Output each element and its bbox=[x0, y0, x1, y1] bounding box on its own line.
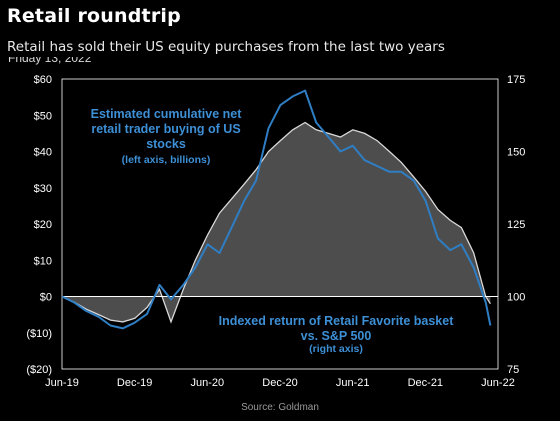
left-axis-tick-label: $10 bbox=[34, 255, 52, 267]
x-axis-tick-label: Dec-20 bbox=[262, 377, 297, 389]
left-axis-tick-label: $50 bbox=[34, 110, 52, 122]
left-axis-tick-label: $40 bbox=[34, 147, 52, 159]
left-axis-tick-label: $60 bbox=[34, 74, 52, 86]
chart-title: Retail roundtrip bbox=[7, 5, 181, 27]
left-axis-tick-label: ($10) bbox=[26, 328, 52, 340]
x-axis-tick-label: Jun-22 bbox=[481, 377, 515, 389]
x-axis-tick-label: Jun-20 bbox=[191, 377, 225, 389]
right-axis-tick-label: 150 bbox=[507, 147, 525, 159]
chart-subtitle: Retail has sold their US equity purchase… bbox=[7, 39, 445, 55]
annotation-line: Indexed return of Retail Favorite basket bbox=[219, 314, 455, 328]
annotation-sub: (right axis) bbox=[309, 343, 363, 355]
date-stub-text: Friday 13, 2022 bbox=[8, 57, 92, 65]
x-axis-tick-label: Dec-21 bbox=[408, 377, 443, 389]
x-axis-tick-label: Jun-21 bbox=[336, 377, 370, 389]
left-axis-tick-label: ($20) bbox=[26, 364, 52, 376]
right-axis-tick-label: 75 bbox=[507, 364, 519, 376]
left-axis-tick-label: $0 bbox=[40, 292, 52, 304]
annotation-line: stocks bbox=[146, 137, 186, 151]
annotation-line: retail trader buying of US bbox=[91, 122, 240, 136]
date-stub: Friday 13, 2022 bbox=[8, 57, 128, 65]
source-note: Source: Goldman bbox=[241, 402, 319, 413]
annotation-line: vs. S&P 500 bbox=[301, 329, 372, 343]
annotation-line: Estimated cumulative net bbox=[91, 107, 243, 121]
left-axis-tick-label: $30 bbox=[34, 183, 52, 195]
right-axis-tick-label: 100 bbox=[507, 292, 525, 304]
annotation-sub: (left axis, billions) bbox=[122, 154, 211, 166]
x-axis-tick-label: Jun-19 bbox=[45, 377, 79, 389]
area-outline bbox=[61, 121, 491, 324]
x-axis-tick-label: Dec-19 bbox=[117, 377, 152, 389]
right-axis-tick-label: 175 bbox=[507, 74, 525, 86]
left-axis-tick-label: $20 bbox=[34, 219, 52, 231]
area-fill bbox=[62, 122, 491, 322]
retail-basket-line bbox=[61, 89, 492, 330]
right-axis-tick-label: 125 bbox=[507, 219, 525, 231]
